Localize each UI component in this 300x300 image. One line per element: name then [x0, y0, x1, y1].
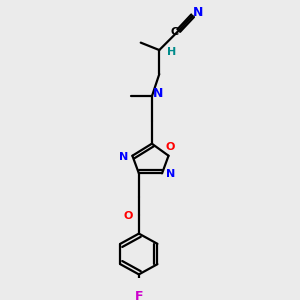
Text: C: C: [170, 27, 178, 38]
Text: N: N: [166, 169, 175, 179]
Text: F: F: [135, 290, 143, 300]
Text: N: N: [119, 152, 129, 162]
Text: N: N: [153, 87, 164, 100]
Text: N: N: [193, 7, 203, 20]
Text: O: O: [124, 211, 134, 221]
Text: H: H: [167, 47, 176, 57]
Text: O: O: [166, 142, 175, 152]
